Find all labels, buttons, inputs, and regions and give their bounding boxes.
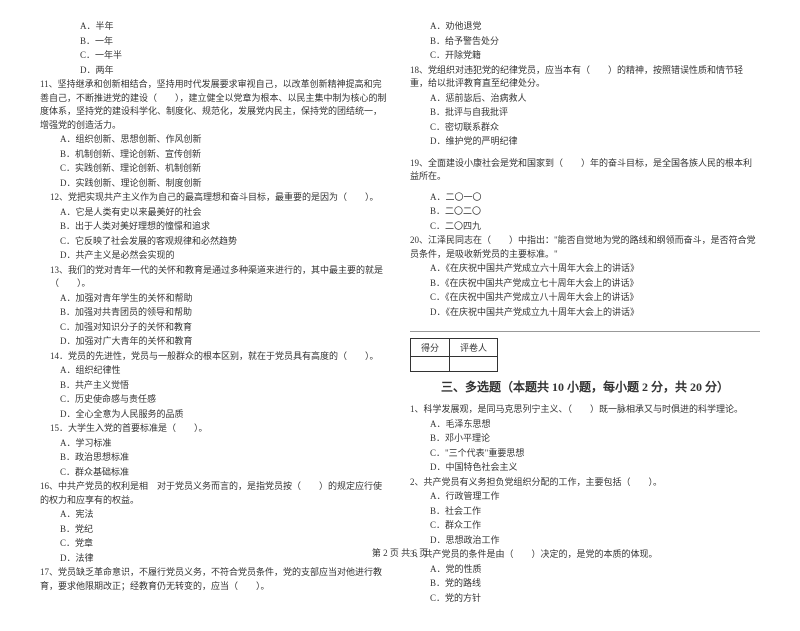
left-column: A．半年 B．一年 C．一年半 D．两年 11、坚持继承和创新相结合，坚持用时代… — [30, 20, 400, 606]
option: A．宪法 — [40, 508, 390, 522]
option: A．学习标准 — [40, 437, 390, 451]
question-19: 19、全面建设小康社会是党和国家到（ ）年的奋斗目标，是全国各族人民的根本利益所… — [410, 157, 760, 184]
option: A．半年 — [40, 20, 390, 34]
option: B．《在庆祝中国共产党成立七十周年大会上的讲话》 — [410, 277, 760, 291]
option: C．历史使命感与责任感 — [40, 393, 390, 407]
option: B．出于人类对美好理想的憧憬和追求 — [40, 220, 390, 234]
option: D．两年 — [40, 64, 390, 78]
grader-header-cell: 评卷人 — [450, 339, 498, 357]
option: C．密切联系群众 — [410, 121, 760, 135]
grader-cell — [450, 357, 498, 372]
option: A．劝他退党 — [410, 20, 760, 34]
section-3-header: 得分 评卷人 三、多选题（本题共 10 小题，每小题 2 分，共 20 分） — [410, 331, 760, 395]
question-11: 11、坚持继承和创新相结合，坚持用时代发展要求审视自己，以改革创新精神提高和完善… — [40, 78, 390, 132]
option: D．维护党的严明纪律 — [410, 135, 760, 149]
multi-question-2: 2、共产党员有义务担负党组织分配的工作，主要包括（ ）。 — [410, 476, 760, 490]
option: C．群众基础标准 — [40, 466, 390, 480]
question-18: 18、党组织对违犯党的纪律党员，应当本有（ ）的精神，按照错误性质和情节轻重，给… — [410, 64, 760, 91]
option: B．给予警告处分 — [410, 35, 760, 49]
option: D．思想政治工作 — [410, 534, 760, 548]
page-footer: 第 2 页 共 6 页 — [0, 546, 800, 559]
option: D．《在庆祝中国共产党成立九十周年大会上的讲话》 — [410, 306, 760, 320]
option: C．《在庆祝中国共产党成立八十周年大会上的讲话》 — [410, 291, 760, 305]
option: B．党的路线 — [410, 577, 760, 591]
option: B．政治思想标准 — [40, 451, 390, 465]
option: B．共产主义觉悟 — [40, 379, 390, 393]
option: B．党纪 — [40, 523, 390, 537]
question-17: 17、党员缺乏革命意识，不履行党员义务，不符合党员条件，党的支部应当对他进行教育… — [40, 566, 390, 593]
option: C．开除党籍 — [410, 49, 760, 63]
question-12: 12、党把实现共产主义作为自己的最高理想和奋斗目标，最重要的是因为（ ）。 — [40, 191, 390, 205]
question-13: 13、我们的党对青年一代的关怀和教育是通过多种渠道来进行的，其中最主要的就是（ … — [40, 264, 390, 291]
option: D．加强对广大青年的关怀和教育 — [40, 335, 390, 349]
option: B．加强对共青团员的领导和帮助 — [40, 306, 390, 320]
score-cell — [411, 357, 450, 372]
option: A．惩前毖后、治病救人 — [410, 92, 760, 106]
option: C．群众工作 — [410, 519, 760, 533]
option: C．加强对知识分子的关怀和教育 — [40, 321, 390, 335]
option: A．《在庆祝中国共产党成立六十周年大会上的讲话》 — [410, 262, 760, 276]
option: D．共产主义是必然会实现的 — [40, 249, 390, 263]
option: A．它是人类有史以来最美好的社会 — [40, 206, 390, 220]
option: A．二〇一〇 — [410, 191, 760, 205]
option: A．组织创新、思想创新、作风创新 — [40, 133, 390, 147]
score-table: 得分 评卷人 — [410, 338, 498, 372]
option: A．行政管理工作 — [410, 490, 760, 504]
section-3-title: 三、多选题（本题共 10 小题，每小题 2 分，共 20 分） — [410, 378, 760, 395]
option: A．毛泽东思想 — [410, 418, 760, 432]
option: B．机制创新、理论创新、宣传创新 — [40, 148, 390, 162]
option: A．组织纪律性 — [40, 364, 390, 378]
score-header-cell: 得分 — [411, 339, 450, 357]
option: B．社会工作 — [410, 505, 760, 519]
question-16: 16、中共产党员的权利是相 对于党员义务而言的，是指党员按（ ）的规定应行使的权… — [40, 480, 390, 507]
option: D．中国特色社会主义 — [410, 461, 760, 475]
option: B．批评与自我批评 — [410, 106, 760, 120]
option: D．实践创新、理论创新、制度创新 — [40, 177, 390, 191]
option: C．它反映了社会发展的客观规律和必然趋势 — [40, 235, 390, 249]
option: C．二〇四九 — [410, 220, 760, 234]
option: B．邓小平理论 — [410, 432, 760, 446]
option: C．一年半 — [40, 49, 390, 63]
question-20: 20、江泽民同志在（ ）中指出："能否自觉地为党的路线和纲领而奋斗，是否符合党员… — [410, 234, 760, 261]
right-column: A．劝他退党 B．给予警告处分 C．开除党籍 18、党组织对违犯党的纪律党员，应… — [400, 20, 770, 606]
option: D．全心全意为人民服务的品质 — [40, 408, 390, 422]
option: B．一年 — [40, 35, 390, 49]
option: C．实践创新、理论创新、机制创新 — [40, 162, 390, 176]
option: A．加强对青年学生的关怀和帮助 — [40, 292, 390, 306]
option: B．二〇二〇 — [410, 205, 760, 219]
option: C．党的方针 — [410, 592, 760, 606]
option: C．"三个代表"重要思想 — [410, 447, 760, 461]
multi-question-1: 1、科学发展观，是同马克思列宁主义、（ ）既一脉相承又与时俱进的科学理论。 — [410, 403, 760, 417]
question-15: 15．大学生入党的首要标准是（ ）。 — [40, 422, 390, 436]
question-14: 14．党员的先进性，党员与一般群众的根本区别，就在于党员具有高度的（ ）。 — [40, 350, 390, 364]
page-container: A．半年 B．一年 C．一年半 D．两年 11、坚持继承和创新相结合，坚持用时代… — [0, 0, 800, 631]
